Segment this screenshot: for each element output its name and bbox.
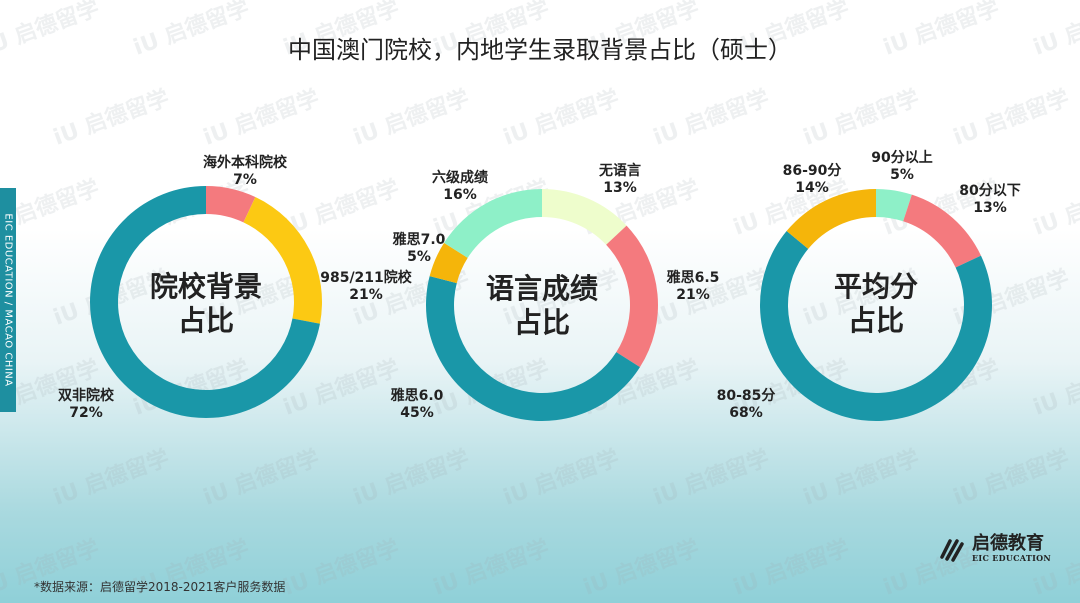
donut-slice: [876, 189, 912, 222]
watermark: iU 启德留学: [580, 535, 703, 601]
data-source-footnote: *数据来源：启德留学2018-2021客户服务数据: [34, 580, 286, 594]
watermark: iU 启德留学: [200, 85, 323, 151]
slice-label-86-90: 86-90分 14%: [782, 163, 842, 196]
watermark: iU 启德留学: [280, 535, 403, 601]
watermark: iU 启德留学: [800, 445, 923, 511]
donut-chart-language-score: [426, 189, 658, 421]
donut-slice: [760, 231, 992, 421]
donut-slice: [606, 225, 658, 368]
slice-label-below-80: 80分以下 13%: [959, 183, 1021, 216]
donut-chart-school-background: [90, 186, 322, 418]
watermark: iU 启德留学: [950, 445, 1073, 511]
slice-label-ielts-6-5: 雅思6.5 21%: [666, 270, 720, 303]
eic-logo-icon: [940, 539, 964, 562]
donut-slice: [786, 189, 876, 249]
watermark: iU 启德留学: [430, 535, 553, 601]
donut-slice: [426, 276, 640, 421]
watermark: iU 启德留学: [800, 85, 923, 151]
slice-label-cet6: 六级成绩 16%: [432, 170, 488, 203]
donut-slice: [429, 242, 468, 284]
sidebar-band: [0, 188, 16, 412]
watermark: iU 启德留学: [730, 535, 853, 601]
donut-chart-average-score: [760, 189, 992, 421]
watermark: iU 启德留学: [1030, 175, 1080, 241]
donut-center-label: 院校背景 占比: [149, 270, 262, 337]
donut-center-label: 语言成绩 占比: [485, 272, 598, 339]
donut-slice: [444, 189, 542, 258]
watermark: iU 启德留学: [500, 445, 623, 511]
sidebar-label: EIC EDUCATION / MACAO CHINA: [2, 213, 14, 387]
donut-slice: [903, 194, 981, 268]
slice-label-ielts-6-0: 雅思6.0 45%: [390, 388, 444, 421]
donut-slice: [542, 189, 627, 245]
page-title: 中国澳门院校，内地学生录取背景占比（硕士）: [288, 36, 792, 64]
eic-logo: 启德教育 EIC EDUCATION: [938, 535, 1051, 563]
slice-label-985-211: 985/211院校 21%: [320, 270, 412, 303]
watermark: iU 启德留学: [950, 85, 1073, 151]
watermark: iU 启德留学: [50, 85, 173, 151]
watermark: iU 启德留学: [1030, 355, 1080, 421]
watermark: iU 启德留学: [50, 445, 173, 511]
slice-label-no-language: 无语言 13%: [599, 163, 641, 196]
donut-slice: [206, 186, 256, 223]
slice-label-80-85: 80-85分 68%: [716, 388, 776, 421]
watermark: iU 启德留学: [650, 85, 773, 151]
watermark: iU 启德留学: [500, 85, 623, 151]
slice-label-above-90: 90分以上 5%: [871, 150, 933, 183]
watermark: iU 启德留学: [350, 445, 473, 511]
slice-label-non-key: 双非院校 72%: [58, 388, 114, 421]
donut-slice: [243, 197, 322, 324]
watermark: iU 启德留学: [650, 445, 773, 511]
watermark: iU 启德留学: [200, 445, 323, 511]
slice-label-ielts-7-0: 雅思7.0 5%: [392, 232, 446, 265]
watermark: iU 启德留学: [350, 85, 473, 151]
donut-center-label: 平均分 占比: [833, 270, 918, 337]
slice-label-overseas: 海外本科院校 7%: [203, 155, 287, 188]
